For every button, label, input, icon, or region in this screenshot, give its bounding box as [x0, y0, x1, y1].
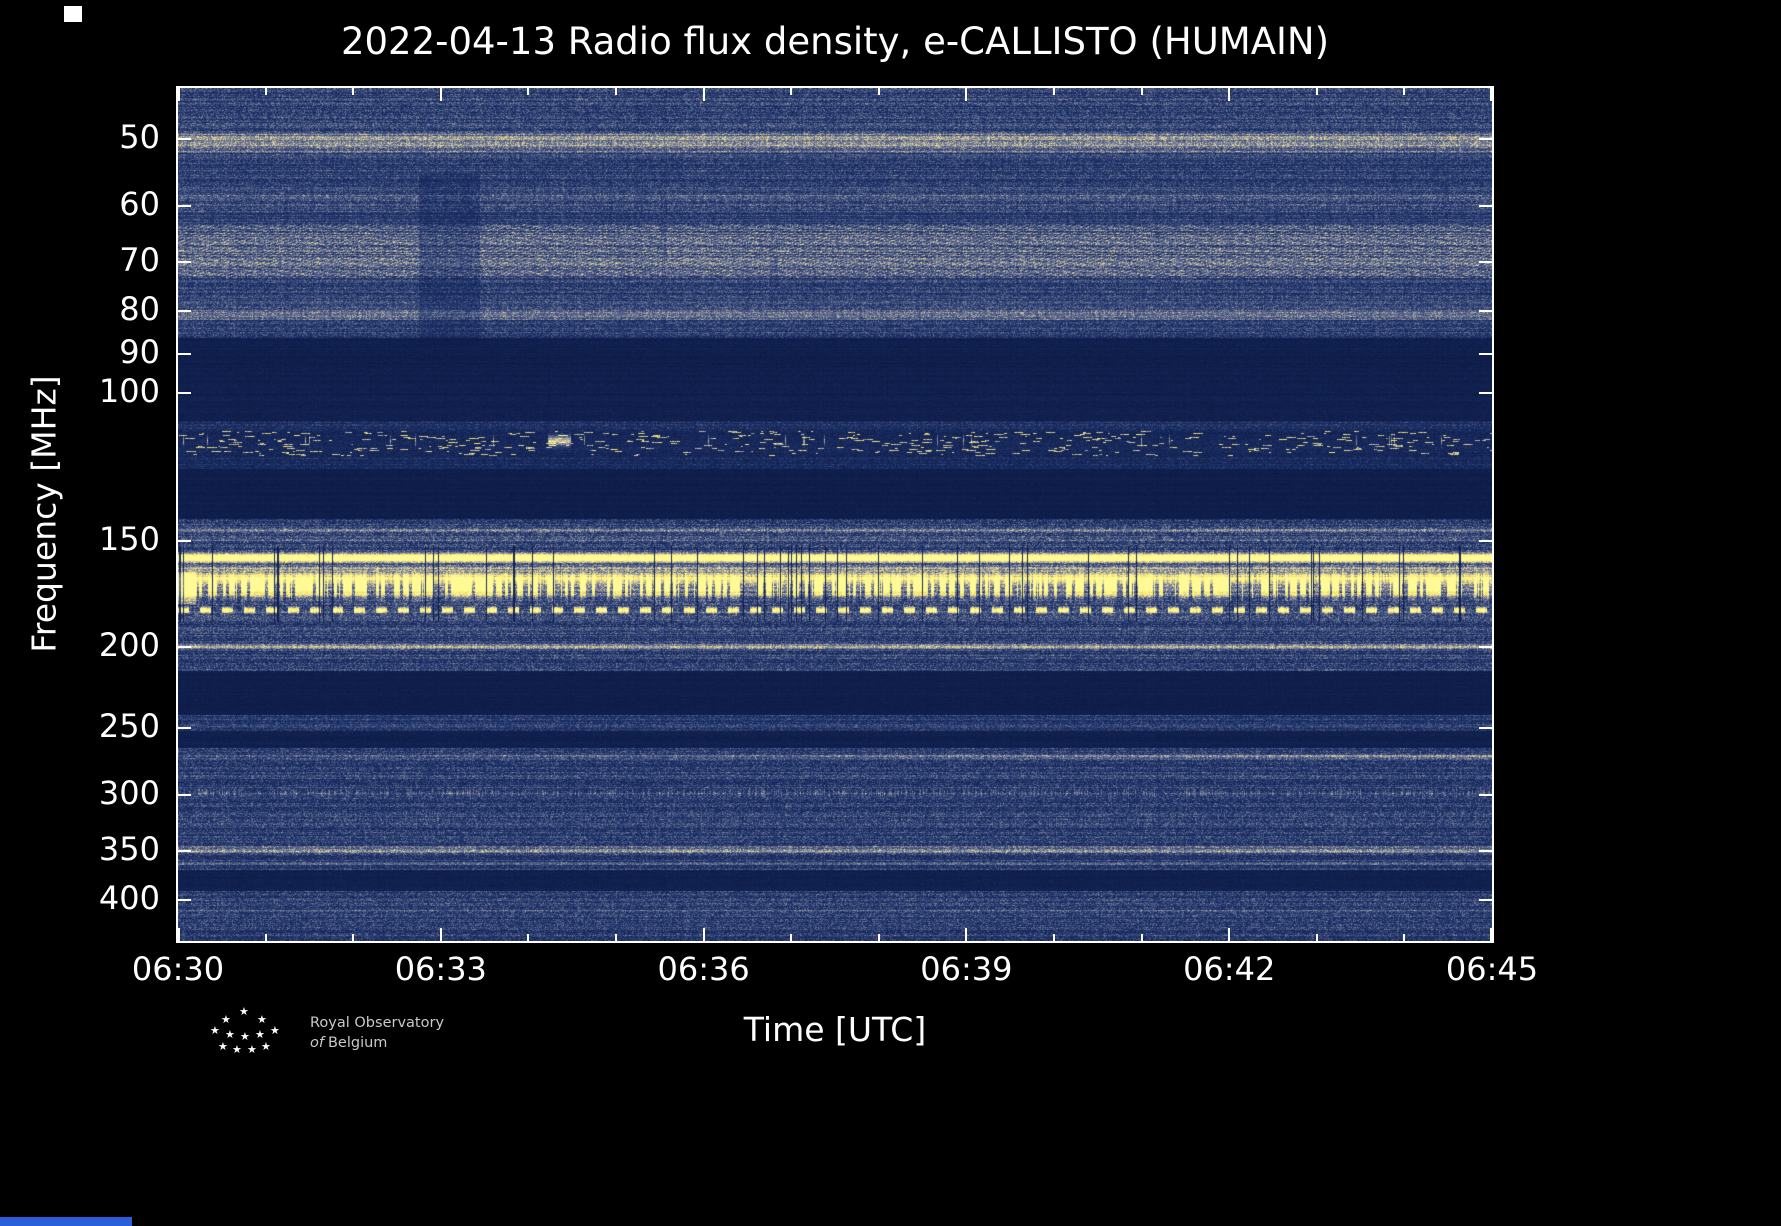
- star-icon: ★: [239, 1005, 249, 1018]
- axis-tick: [178, 88, 180, 101]
- axis-tick: [1140, 88, 1143, 95]
- axis-tick: [264, 934, 267, 941]
- corner-artifact: [64, 6, 82, 22]
- axis-tick: [965, 88, 968, 101]
- axis-tick: [1490, 928, 1492, 941]
- axis-tick: [178, 540, 191, 543]
- y-tick-label: 250: [98, 707, 160, 746]
- axis-tick: [178, 645, 191, 648]
- y-axis-title: Frequency [MHz]: [24, 375, 64, 653]
- x-tick-label: 06:39: [920, 950, 1013, 988]
- star-icon: ★: [255, 1028, 265, 1041]
- y-tick-label: 80: [119, 290, 160, 329]
- axis-tick: [877, 934, 880, 941]
- y-tick-label: 100: [98, 371, 160, 410]
- axis-tick: [1228, 928, 1231, 941]
- axis-tick: [527, 88, 530, 95]
- x-tick-label: 06:45: [1445, 950, 1539, 988]
- axis-tick: [178, 353, 191, 356]
- axis-tick: [178, 137, 191, 140]
- axis-tick: [1479, 391, 1492, 394]
- axis-tick: [1228, 88, 1231, 101]
- axis-tick: [178, 391, 191, 394]
- y-tick-label: 350: [98, 830, 160, 869]
- star-icon: ★: [210, 1024, 220, 1037]
- axis-tick: [352, 88, 355, 95]
- y-tick-label: 200: [98, 625, 160, 664]
- axis-tick: [178, 793, 191, 796]
- y-tick-label: 150: [98, 520, 160, 559]
- x-tick-label: 06:30: [131, 950, 225, 988]
- axis-tick: [615, 934, 617, 941]
- axis-tick: [439, 928, 442, 941]
- rob-logo-text: Royal Observatory of Belgium: [310, 1006, 444, 1054]
- axis-tick: [1053, 88, 1055, 95]
- star-icon: ★: [261, 1040, 271, 1053]
- rob-logo: ★ ★ ★ ★ ★ ★ ★ ★ ★ ★ ★ ★ Royal Observatory of Belgium: [210, 1006, 444, 1058]
- bottom-edge-artifact: [0, 1217, 132, 1226]
- axis-tick: [1315, 88, 1318, 95]
- star-icon: ★: [225, 1028, 235, 1041]
- axis-tick: [178, 204, 191, 207]
- y-tick-label: 60: [119, 184, 160, 223]
- axis-tick: [264, 88, 267, 95]
- axis-tick: [1315, 934, 1318, 941]
- star-icon: ★: [240, 1030, 250, 1043]
- x-axis-title: Time [UTC]: [743, 1010, 927, 1049]
- axis-tick: [702, 928, 705, 941]
- y-tick-label: 70: [119, 241, 160, 280]
- axis-tick: [1403, 88, 1406, 95]
- axis-tick: [790, 934, 793, 941]
- axis-tick: [877, 88, 880, 95]
- star-icon: ★: [232, 1043, 242, 1056]
- axis-tick: [790, 88, 793, 95]
- x-tick-label: 06:42: [1183, 950, 1276, 988]
- axis-tick: [1490, 88, 1492, 101]
- y-tick-label: 300: [98, 773, 160, 812]
- axis-tick: [702, 88, 705, 101]
- axis-tick: [178, 850, 191, 853]
- axis-tick: [1479, 204, 1492, 207]
- axis-tick: [615, 88, 617, 95]
- axis-tick: [1479, 899, 1492, 902]
- axis-tick: [352, 934, 355, 941]
- axis-tick: [1403, 934, 1406, 941]
- axis-tick: [178, 261, 191, 264]
- axis-tick: [1479, 261, 1492, 264]
- star-icon: ★: [257, 1013, 267, 1026]
- star-icon: ★: [247, 1043, 257, 1056]
- axis-tick: [1053, 934, 1055, 941]
- axis-tick: [1479, 137, 1492, 140]
- axis-tick: [178, 727, 191, 730]
- x-tick-label: 06:36: [657, 950, 750, 988]
- axis-tick: [965, 928, 968, 941]
- axis-tick: [178, 899, 191, 902]
- axis-tick: [1479, 540, 1492, 543]
- axis-tick: [1479, 793, 1492, 796]
- star-icon: ★: [270, 1024, 280, 1037]
- star-icon: ★: [218, 1040, 228, 1053]
- x-tick-label: 06:33: [394, 950, 487, 988]
- axis-tick: [439, 88, 442, 101]
- y-tick-label: 50: [119, 117, 160, 156]
- star-icon: ★: [221, 1013, 231, 1026]
- rob-logo-line2: of Belgium: [310, 1035, 388, 1052]
- chart-title: 2022-04-13 Radio flux density, e-CALLIST…: [340, 20, 1330, 63]
- axis-tick: [1479, 850, 1492, 853]
- axis-tick: [1479, 310, 1492, 313]
- y-tick-label: 90: [119, 333, 160, 372]
- axis-tick: [527, 934, 530, 941]
- axis-tick: [1479, 645, 1492, 648]
- axis-tick: [1479, 727, 1492, 730]
- y-tick-label: 400: [98, 879, 160, 918]
- axis-tick: [1140, 934, 1143, 941]
- axis-tick: [1479, 353, 1492, 356]
- axis-tick: [178, 310, 191, 313]
- rob-logo-line1: Royal Observatory: [310, 1015, 445, 1031]
- axis-tick: [178, 928, 180, 941]
- plot-area: [176, 86, 1494, 943]
- rob-logo-stars: ★ ★ ★ ★ ★ ★ ★ ★ ★ ★ ★ ★: [210, 1006, 284, 1058]
- spectrogram-canvas: [178, 88, 1492, 941]
